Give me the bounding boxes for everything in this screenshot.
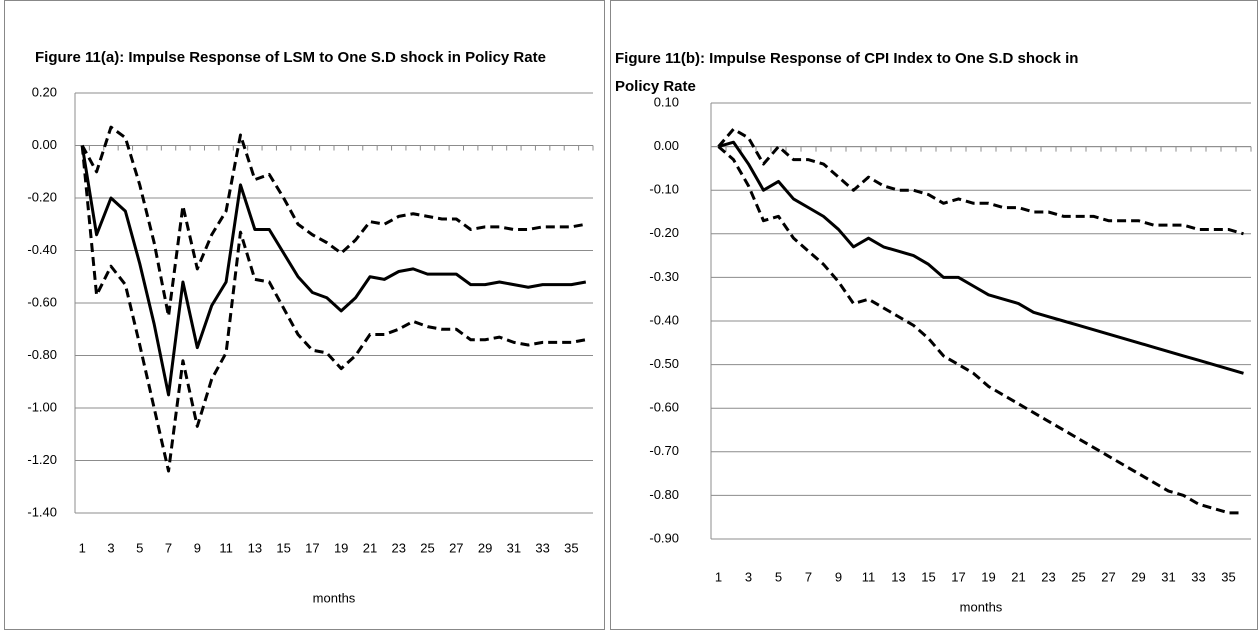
y-tick-label: -1.20 [27,452,57,467]
x-tick-label: 27 [449,540,463,555]
y-tick-label: -0.70 [649,443,679,458]
x-tick-label: 9 [194,540,201,555]
x-tick-label: 17 [951,569,965,584]
y-tick-label: -0.60 [27,294,57,309]
y-tick-label: 0.20 [32,84,57,99]
chart-panel: -1.40 -1.20 -1.00 -0.80 -0.60 -0.40 -0.20 0.00 0… [4,0,605,630]
y-tick-label: -0.40 [27,242,57,257]
y-tick-label: -0.60 [649,400,679,415]
y-tick-label: -0.20 [27,189,57,204]
chart-title: Figure 11(a): Impulse Response of LSM to… [35,49,546,66]
y-tick-label: -0.80 [649,487,679,502]
x-tick-label: 3 [107,540,114,555]
x-tick-label: 33 [1191,569,1205,584]
y-tick-label: -0.40 [649,312,679,327]
y-tick-label: 0.10 [654,94,679,109]
y-tick-label: 0.00 [654,138,679,153]
line-series [80,125,587,318]
x-tick-label: 15 [276,540,290,555]
chart: -1.40 -1.20 -1.00 -0.80 -0.60 -0.40 -0.20 0.00 0… [27,84,594,605]
x-tick-label: 23 [1041,569,1055,584]
x-tick-label: 21 [363,540,377,555]
y-tick-label: -1.40 [27,504,57,519]
x-tick-label: 11 [219,540,233,555]
y-tick-label: -0.80 [27,347,57,362]
line-series [718,140,1244,375]
x-tick-label: 17 [305,540,319,555]
y-tick-label: -0.20 [649,225,679,240]
x-tick-label: 11 [862,569,876,584]
x-tick-label: 15 [921,569,935,584]
x-tick-label: 35 [564,540,578,555]
chart-title: Figure 11(b): Impulse Response of CPI In… [615,50,1079,95]
y-tick-label: -1.00 [27,399,57,414]
x-tick-label: 31 [1161,569,1175,584]
x-tick-label: 29 [1131,569,1145,584]
x-tick-label: 25 [1071,569,1085,584]
y-tick-label: -0.90 [649,530,679,545]
x-tick-label: 23 [392,540,406,555]
y-tick-label: -0.10 [649,182,679,197]
x-tick-label: 27 [1101,569,1115,584]
x-tick-label: 5 [136,540,143,555]
x-tick-label: 31 [507,540,521,555]
chart: -0.90 -0.80 -0.70 -0.60 -0.50 -0.40 -0.30 -0.20… [649,94,1252,614]
x-axis-title: months [313,590,356,605]
x-tick-label: 9 [835,569,842,584]
line-series [80,145,587,473]
x-tick-label: 35 [1221,569,1235,584]
x-tick-label: 5 [775,569,782,584]
x-tick-label: 7 [165,540,172,555]
line-series [80,145,587,397]
x-tick-label: 1 [715,569,722,584]
y-tick-label: 0.00 [32,137,57,152]
y-tick-label: -0.30 [649,269,679,284]
x-tick-label: 13 [248,540,262,555]
x-tick-label: 19 [334,540,348,555]
chart-panel: -0.90 -0.80 -0.70 -0.60 -0.50 -0.40 -0.30 -0.20… [610,0,1258,630]
x-tick-label: 19 [981,569,995,584]
x-tick-label: 21 [1011,569,1025,584]
x-tick-label: 25 [420,540,434,555]
line-series [717,145,1244,515]
x-tick-label: 3 [745,569,752,584]
x-tick-label: 13 [891,569,905,584]
x-axis-title: months [960,599,1003,614]
line-series [717,127,1244,236]
x-tick-label: 29 [478,540,492,555]
x-tick-label: 33 [535,540,549,555]
y-tick-label: -0.50 [649,356,679,371]
x-tick-label: 1 [79,540,86,555]
x-tick-label: 7 [805,569,812,584]
